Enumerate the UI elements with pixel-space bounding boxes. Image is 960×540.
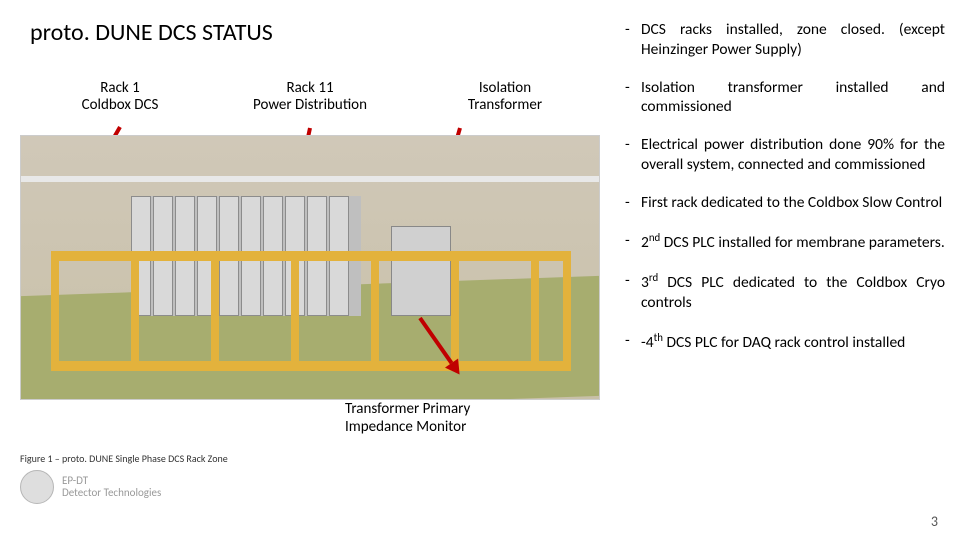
callout-labels: Rack 1 Coldbox DCS Rack 11 Power Distrib… [20,80,600,130]
bullet-5: 2nd DCS PLC installed for membrane param… [625,231,945,253]
bullet-4: First rack dedicated to the Coldbox Slow… [625,193,945,213]
bullet-1: DCS racks installed, zone closed. (excep… [625,20,945,60]
impedance-line1: Transformer Primary [345,400,470,418]
page-title: proto. DUNE DCS STATUS [30,18,273,47]
label-rack1-line2: Coldbox DCS [60,97,180,114]
cern-badge-icon [20,470,54,504]
label-rack11-line1: Rack 11 [230,80,390,97]
impedance-line2: Impedance Monitor [345,418,470,436]
photo-pipe [21,176,599,182]
page-number: 3 [931,513,938,530]
logo-line2: Detector Technologies [62,487,161,499]
bullet-3: Electrical power distribution done 90% f… [625,135,945,175]
logo-text: EP-DT Detector Technologies [62,475,161,499]
figure-caption: Figure 1 – proto. DUNE Single Phase DCS … [20,452,228,465]
photo-fence [51,251,571,371]
figure-photo [20,135,600,400]
label-rack1: Rack 1 Coldbox DCS [60,80,180,115]
label-rack1-line1: Rack 1 [60,80,180,97]
label-isolation-transformer: Isolation Transformer [435,80,575,115]
slide: proto. DUNE DCS STATUS Rack 1 Coldbox DC… [0,0,960,540]
label-rack11-line2: Power Distribution [230,97,390,114]
status-bullet-list: DCS racks installed, zone closed. (excep… [625,20,945,371]
label-iso-line1: Isolation [435,80,575,97]
footer-logo: EP-DT Detector Technologies [20,468,190,506]
bullet-6: 3rd DCS PLC dedicated to the Coldbox Cry… [625,271,945,313]
label-iso-line2: Transformer [435,97,575,114]
bullet-7: -4th DCS PLC for DAQ rack control instal… [625,331,945,353]
bullet-2: Isolation transformer installed and comm… [625,78,945,118]
label-impedance-monitor: Transformer Primary Impedance Monitor [345,400,470,436]
label-rack11: Rack 11 Power Distribution [230,80,390,115]
